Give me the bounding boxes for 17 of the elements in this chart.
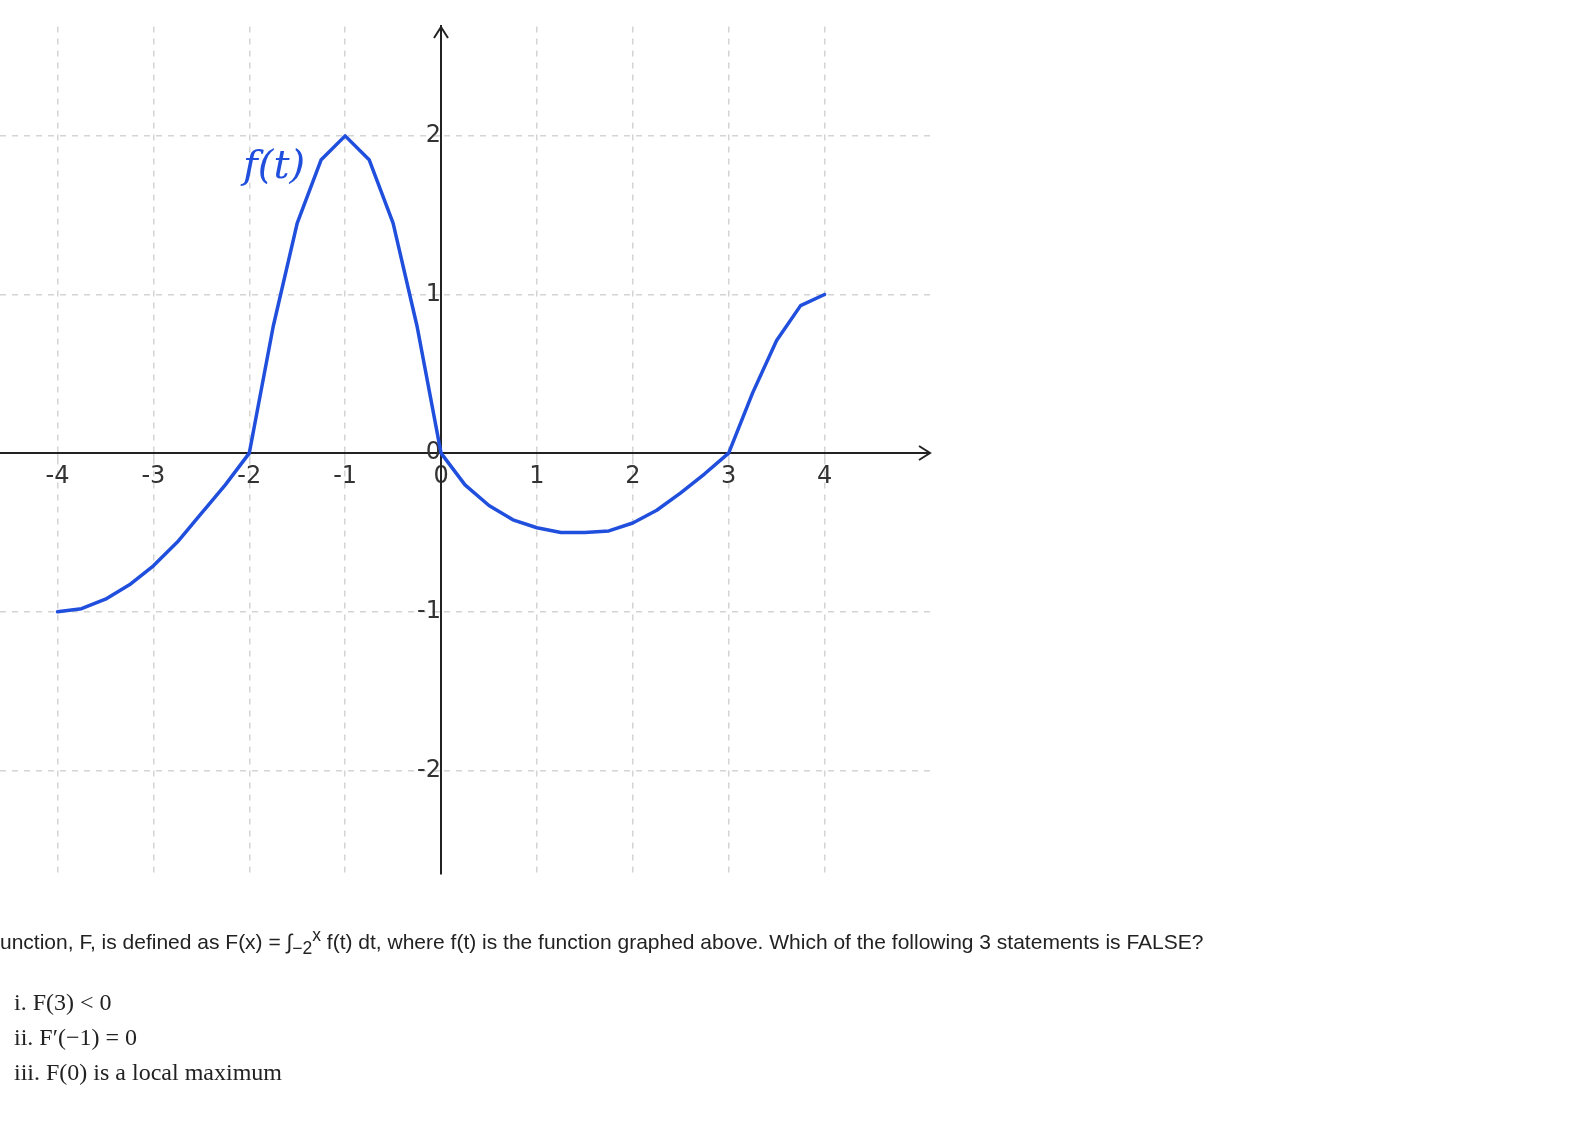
x-tick-label: -3 [141,460,166,489]
y-tick-label: 1 [425,278,442,307]
x-tick-label: 1 [529,460,545,489]
x-tick-label: -1 [333,460,358,489]
y-tick-label: -2 [417,754,442,783]
text: i. F(3) < 0 [14,989,113,1017]
x-tick-label: 4 [816,460,833,489]
x-tick-label: 2 [625,460,641,489]
text: ii. F′(−1) = 0 [14,1024,138,1052]
y-tick-label: -1 [417,596,442,625]
x-tick-label: -4 [45,460,70,489]
y-tick-label: 2 [425,120,442,149]
series-label: f(t) [240,141,306,188]
x-tick-label: 3 [721,460,737,489]
x-tick-label: -2 [237,460,262,489]
text: unction, F, is defined as F(x) = ∫$_{−2}$$^{x}$ f(t) dt, where f(t) is the function graphed above. Which of the following 3 statements is FALSE? [0,925,1205,960]
text: iii. F(0) is a local maximum [14,1059,283,1087]
